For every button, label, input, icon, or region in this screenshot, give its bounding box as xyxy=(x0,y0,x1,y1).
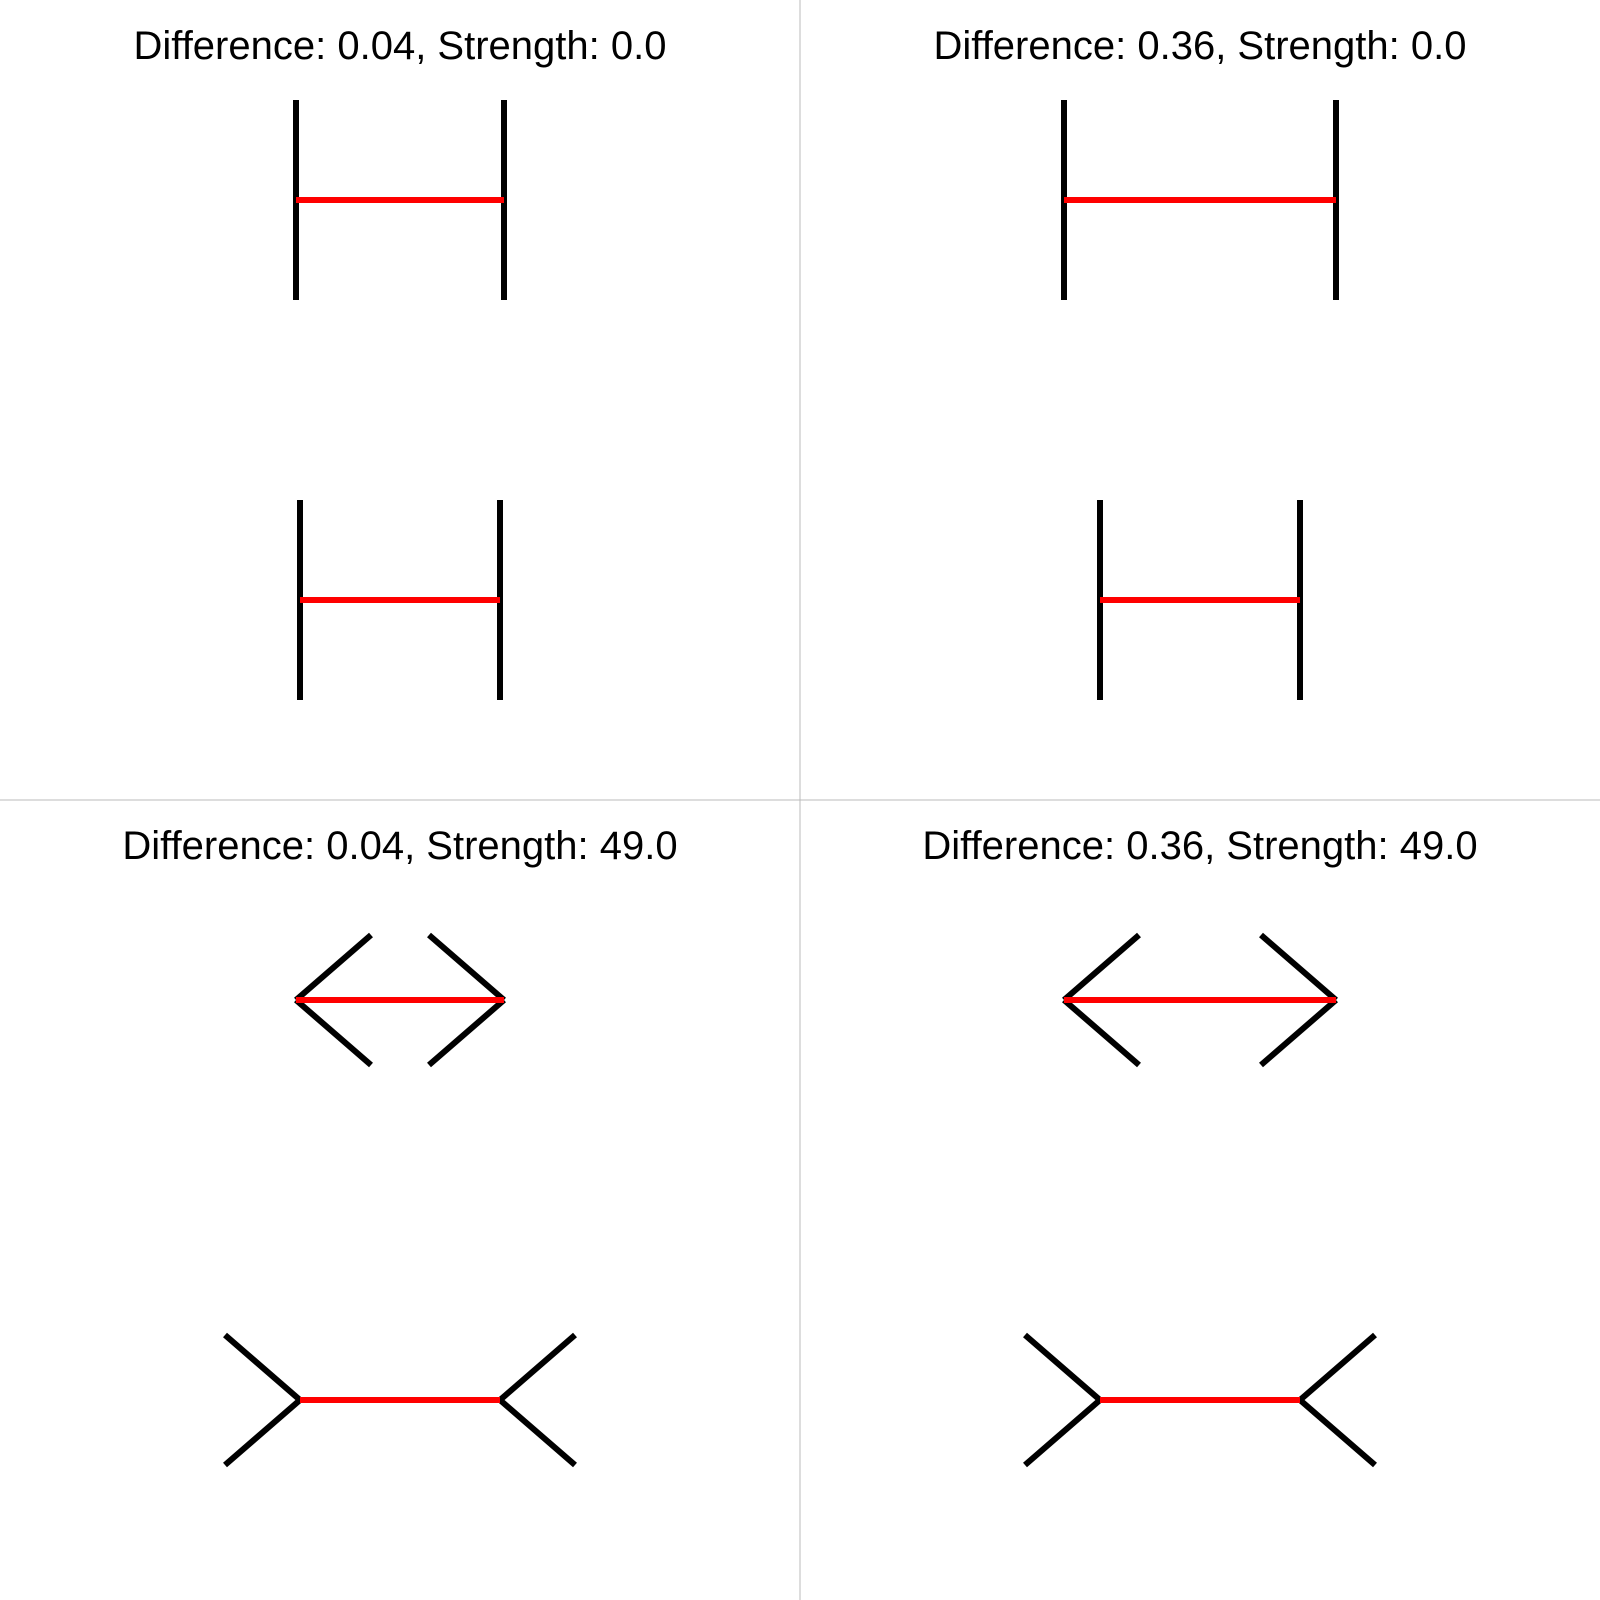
panel-title: Difference: 0.36, Strength: 49.0 xyxy=(922,824,1478,868)
upper-fin-right-bottom xyxy=(1259,997,1338,1068)
upper-fin-left-top xyxy=(1062,932,1141,1003)
panel-title: Difference: 0.04, Strength: 49.0 xyxy=(122,824,678,868)
upper-fin-left-top xyxy=(294,932,373,1003)
panel-top-left: Difference: 0.04, Strength: 0.0 xyxy=(0,0,800,800)
lower-fin-right-top xyxy=(498,1332,577,1403)
lower-fin-left-top xyxy=(1023,1332,1102,1403)
panel-bottom-right: Difference: 0.36, Strength: 49.0 xyxy=(800,800,1600,1600)
upper-fin-right-bottom xyxy=(427,997,506,1068)
upper-fin-left-bottom xyxy=(1062,997,1141,1068)
figure-lines xyxy=(223,100,1377,1468)
lower-fin-right-bottom xyxy=(498,1397,577,1468)
upper-fin-right-top xyxy=(1259,932,1338,1003)
panel-title: Difference: 0.04, Strength: 0.0 xyxy=(133,24,667,68)
lower-fin-left-top xyxy=(223,1332,302,1403)
upper-fin-left-bottom xyxy=(294,997,373,1068)
upper-fin-right-top xyxy=(427,932,506,1003)
panel-bottom-left: Difference: 0.04, Strength: 49.0 xyxy=(0,800,800,1600)
lower-fin-right-top xyxy=(1298,1332,1377,1403)
panel-top-right: Difference: 0.36, Strength: 0.0 xyxy=(800,0,1600,800)
panel-title: Difference: 0.36, Strength: 0.0 xyxy=(933,24,1467,68)
lower-fin-right-bottom xyxy=(1298,1397,1377,1468)
lower-fin-left-bottom xyxy=(223,1397,302,1468)
lower-fin-left-bottom xyxy=(1023,1397,1102,1468)
